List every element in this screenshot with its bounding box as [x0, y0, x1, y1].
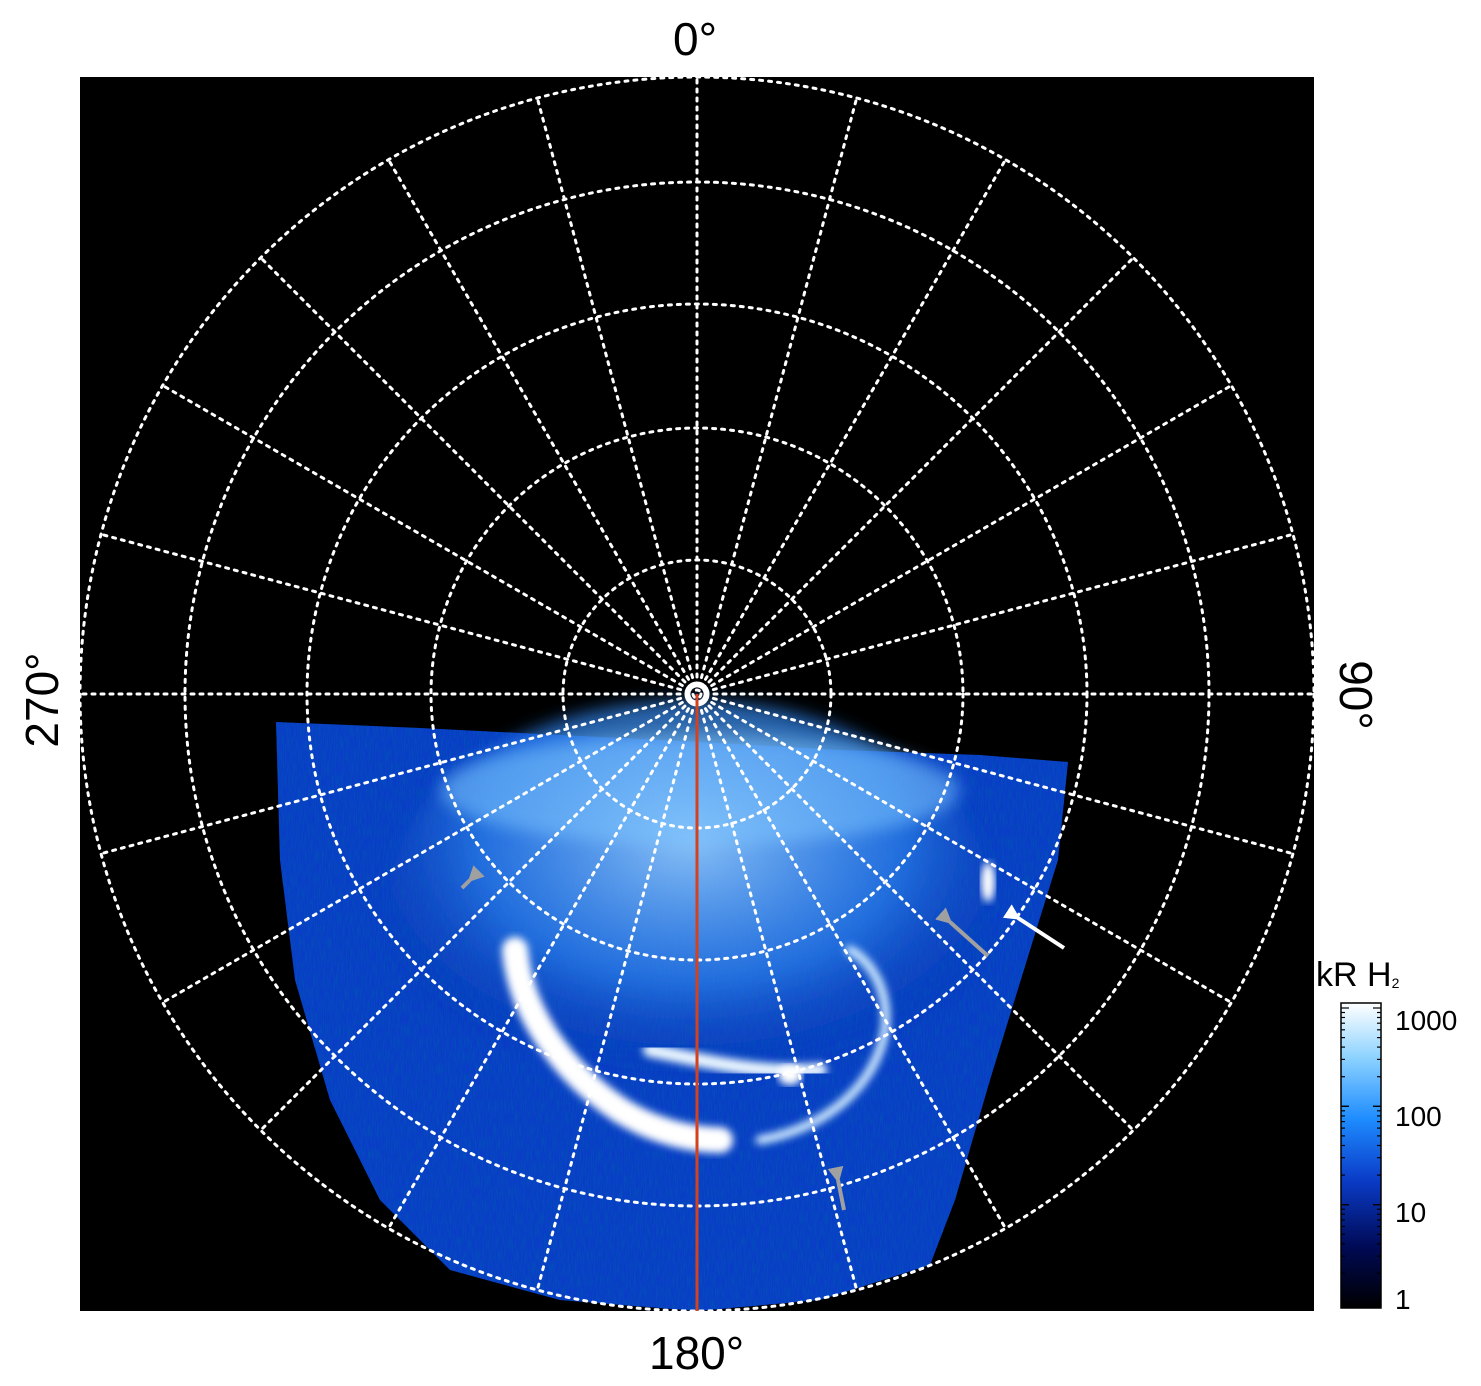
- longitude-spoke: [703, 532, 1295, 694]
- bright-spot-dusk: [981, 862, 995, 902]
- colorbar-tick-label: 1000: [1395, 1005, 1458, 1036]
- longitude-spoke: [697, 700, 859, 1292]
- latitude-ring: [691, 688, 703, 700]
- bright-spot-center: [778, 1065, 802, 1085]
- longitude-spoke: [701, 698, 1135, 1132]
- longitude-spoke: [699, 158, 1007, 689]
- longitude-spoke: [702, 696, 1233, 1004]
- longitude-spoke: [699, 699, 1007, 1230]
- longitude-spoke: [703, 694, 1295, 856]
- colorbar-tick-label: 1: [1395, 1284, 1411, 1315]
- axis-label-left: 270°: [16, 652, 68, 748]
- longitude-spoke: [259, 698, 693, 1132]
- axis-label-bottom: 180°: [649, 1327, 745, 1379]
- colorbar-title: kR H2: [1316, 958, 1399, 992]
- longitude-spoke: [161, 696, 692, 1004]
- longitude-spoke: [259, 256, 693, 690]
- grey-arrow-bottom: [827, 1165, 846, 1211]
- axis-label-top: 0°: [673, 13, 717, 65]
- longitude-spoke: [99, 532, 691, 694]
- longitude-spoke: [702, 384, 1233, 692]
- main-oval-arc-right: [755, 945, 891, 1145]
- axis-label-right: 90°: [1330, 660, 1382, 730]
- longitude-spoke: [535, 96, 697, 688]
- grey-arrow-right: [935, 907, 990, 958]
- longitude-spoke: [535, 700, 697, 1292]
- longitude-spoke: [697, 96, 859, 688]
- auroral-upper-glow: [440, 735, 960, 845]
- longitude-spoke: [701, 256, 1135, 690]
- grey-arrow-left: [460, 865, 485, 890]
- white-arrow-right: [1002, 904, 1066, 950]
- longitude-spoke: [387, 158, 695, 689]
- longitude-spoke: [387, 699, 695, 1230]
- colorbar: [1340, 1002, 1382, 1309]
- longitude-spoke: [161, 384, 692, 692]
- colorbar-title-main: kR H: [1316, 956, 1392, 994]
- colorbar-tick-label: 10: [1395, 1197, 1427, 1228]
- main-oval-arc-left: [502, 937, 733, 1153]
- colorbar-title-subscript: 2: [1391, 975, 1400, 991]
- colorbar-tick-label: 100: [1395, 1101, 1442, 1132]
- colorbar-ticks: [1341, 1007, 1381, 1304]
- longitude-spoke: [99, 694, 691, 856]
